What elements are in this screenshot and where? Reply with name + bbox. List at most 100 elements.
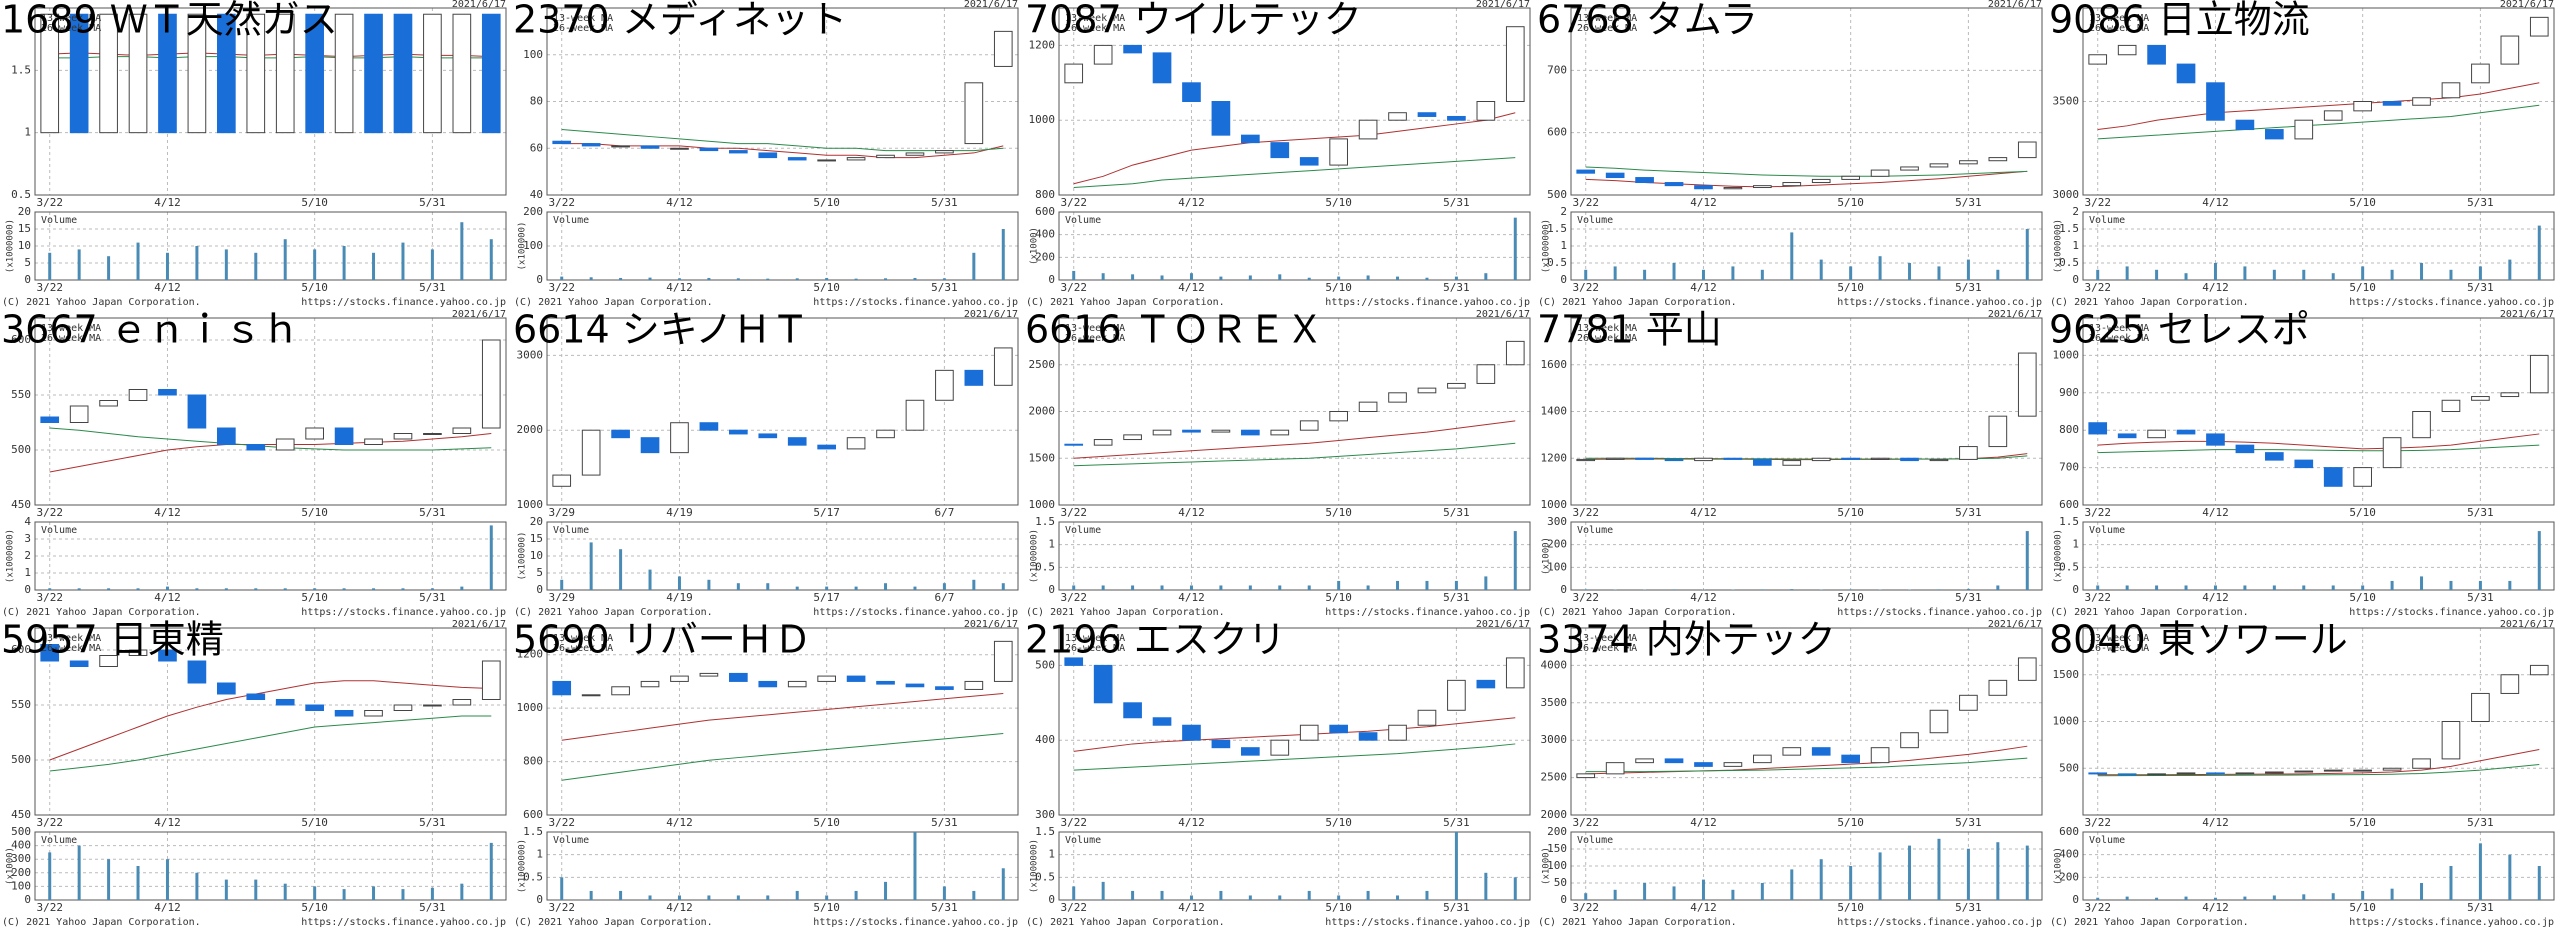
x-tick-label: 4/12 [1178, 901, 1205, 914]
volume-bar [1996, 585, 2000, 590]
candle [1417, 112, 1437, 117]
y-tick-label: 80 [530, 95, 543, 108]
stock-panel: 500 600 700 0 0.5 1 1.5 2 3/22 3/22 4/12 4/12 5/10 5/… [1537, 0, 2043, 308]
volume-bar [913, 586, 917, 590]
y-tick-label: 3000 [2053, 188, 2080, 201]
candle [1723, 762, 1743, 767]
candle [1123, 434, 1142, 441]
candle [1929, 458, 1949, 462]
x-tick-label: 5/10 [1837, 901, 1864, 914]
source: https://stocks.finance.yahoo.co.jp [1325, 917, 1530, 928]
x-tick-label: 5/10 [301, 901, 328, 914]
volume-bar [1672, 589, 1676, 590]
candle [275, 13, 295, 134]
volume-bar [2420, 263, 2424, 280]
candle [334, 427, 354, 445]
candle [552, 680, 572, 696]
y-tick-label: 500 [2059, 761, 2079, 774]
legend-text: Volume [1577, 835, 1613, 846]
candle [1664, 458, 1684, 462]
x-tick-label: 3/29 [548, 506, 575, 519]
moving-average [1585, 757, 2028, 773]
source: https://stocks.finance.yahoo.co.jp [2349, 297, 2554, 308]
y-tick-label: 500 [1547, 188, 1567, 201]
source: https://stocks.finance.yahoo.co.jp [301, 607, 506, 618]
chart-title: 5957 日東精 [1, 618, 224, 662]
x-tick-label: 3/22 [1060, 196, 1087, 209]
x-tick-label: 3/22 [2084, 901, 2111, 914]
y-tick-label: 800 [2059, 423, 2079, 436]
volume-bar [1849, 866, 1853, 900]
legend-text: 26-week MA [553, 23, 613, 34]
x-tick-label: 4/12 [1178, 816, 1205, 829]
y-tick-label: 2500 [1029, 358, 1056, 371]
x-tick-label: 5/10 [1325, 506, 1352, 519]
moving-average [49, 52, 492, 58]
stock-panel: 2000 2500 3000 3500 4000 0 50 100 150 200 3/22 3/22… [1537, 618, 2043, 928]
candle [364, 13, 383, 134]
volume-bar [2537, 225, 2541, 280]
volume-bar [2331, 273, 2335, 280]
x-tick-label: 5/10 [1325, 816, 1352, 829]
volume-bar [2213, 585, 2217, 590]
candle [1635, 177, 1654, 184]
candle [1388, 724, 1407, 741]
y-tick-label: 1000 [2053, 715, 2080, 728]
moving-average [1073, 717, 1516, 752]
candle [1811, 457, 1831, 462]
volume-unit: (x1000) [1542, 847, 1552, 885]
volume-bar [165, 859, 169, 900]
chart-title: 6616 ＴＯＲＥＸ [1025, 308, 1324, 352]
legend-text: Volume [1065, 525, 1101, 536]
x-tick-label: 4/12 [154, 281, 181, 294]
legend-text: 13-week MA [1577, 13, 1637, 24]
candle [699, 672, 719, 677]
volume-bar [1189, 273, 1193, 280]
x-tick-label: 5/31 [2467, 506, 2494, 519]
volume-unit: (x1000000) [518, 839, 528, 893]
y-tick-label: 600 [1035, 205, 1055, 218]
candle [481, 660, 501, 700]
candle [611, 145, 630, 148]
candle [1152, 429, 1172, 436]
date: 2021/6/17 [452, 309, 506, 320]
candle [1723, 187, 1743, 190]
y-tick-label: 5 [536, 566, 543, 579]
volume-bar [913, 832, 917, 900]
legend-text: 13-week MA [41, 323, 101, 334]
x-tick-label: 4/12 [666, 816, 693, 829]
volume-bar [2125, 266, 2129, 280]
y-tick-label: 0 [1048, 273, 1055, 286]
candle [1476, 364, 1496, 384]
copyright: (C) 2021 Yahoo Japan Corporation. [514, 917, 713, 928]
x-tick-label: 5/31 [931, 901, 958, 914]
candle [423, 433, 442, 435]
stock-panel: 0.5 1 1.5 0 5 10 15 20 3/22 3/22 4/12 4/12 5/10 5/10 5… [1, 0, 507, 308]
copyright: (C) 2021 Yahoo Japan Corporation. [514, 607, 713, 618]
x-tick-label: 4/12 [2202, 591, 2229, 604]
volume-bar [1966, 849, 1970, 900]
volume-bar [489, 239, 493, 280]
candle [1505, 26, 1525, 103]
x-tick-label: 5/31 [1443, 281, 1470, 294]
volume-bar [2096, 897, 2100, 900]
volume-bar [2537, 866, 2541, 900]
moving-average [1585, 455, 2028, 460]
volume-bar [283, 239, 287, 280]
source: https://stocks.finance.yahoo.co.jp [301, 917, 506, 928]
x-tick-label: 5/10 [301, 506, 328, 519]
volume-bar [2184, 896, 2188, 900]
volume-bar [195, 872, 199, 900]
candle [452, 427, 472, 434]
volume-bar [1307, 585, 1311, 590]
volume-bar [489, 842, 493, 900]
volume-bar [825, 277, 829, 280]
candle [1900, 166, 1919, 171]
plot-frame [2082, 627, 2555, 816]
volume-bar [825, 895, 829, 900]
volume-bar [342, 889, 346, 900]
y-tick-label: 3500 [2053, 95, 2080, 108]
candle [729, 150, 748, 154]
volume-bar [648, 569, 652, 590]
plot-frame [34, 521, 507, 591]
